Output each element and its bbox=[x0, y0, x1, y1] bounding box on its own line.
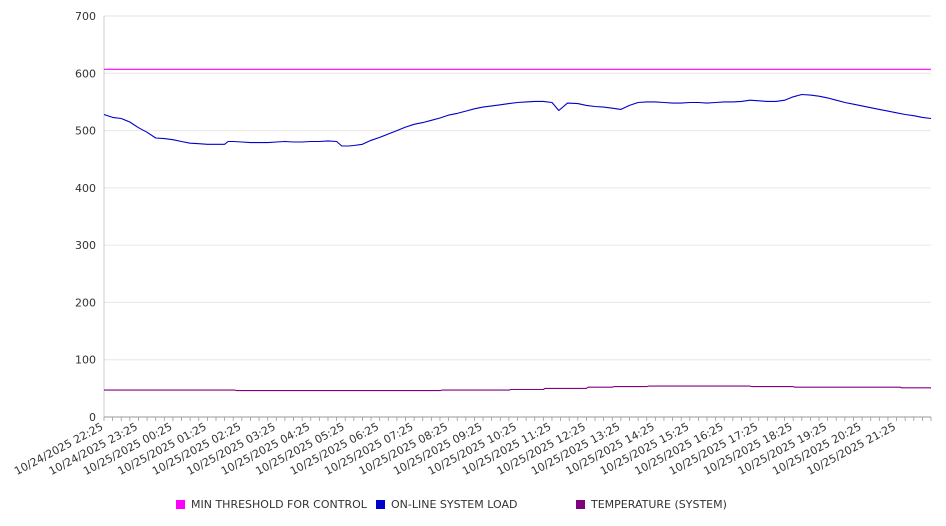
legend-swatch-min-threshold bbox=[176, 500, 185, 509]
legend-label-min-threshold: MIN THRESHOLD FOR CONTROL bbox=[191, 498, 367, 511]
y-tick-label: 500 bbox=[75, 125, 96, 138]
legend-item-min-threshold[interactable]: MIN THRESHOLD FOR CONTROL bbox=[176, 498, 367, 511]
y-axis-ticks: 0 100 200 300 400 500 600 700 bbox=[75, 10, 96, 424]
chart-series bbox=[103, 68, 932, 392]
y-tick-label: 0 bbox=[89, 411, 96, 424]
legend-label-temperature: TEMPERATURE (SYSTEM) bbox=[591, 498, 727, 511]
chart-legend: MIN THRESHOLD FOR CONTROL ON-LINE SYSTEM… bbox=[176, 498, 796, 514]
y-tick-label: 100 bbox=[75, 354, 96, 367]
y-tick-label: 400 bbox=[75, 182, 96, 195]
y-tick-label: 600 bbox=[75, 67, 96, 80]
y-tick-label: 300 bbox=[75, 239, 96, 252]
chart-axes bbox=[103, 16, 931, 418]
legend-label-system-load: ON-LINE SYSTEM LOAD bbox=[391, 498, 518, 511]
y-tick-label: 700 bbox=[75, 10, 96, 23]
legend-item-temperature[interactable]: TEMPERATURE (SYSTEM) bbox=[576, 498, 727, 511]
y-tick-label: 200 bbox=[75, 296, 96, 309]
series-system-load-line bbox=[103, 93, 932, 147]
legend-swatch-system-load bbox=[376, 500, 385, 509]
legend-item-system-load[interactable]: ON-LINE SYSTEM LOAD bbox=[376, 498, 517, 511]
chart-gridlines bbox=[104, 15, 931, 361]
legend-swatch-temperature bbox=[576, 500, 585, 509]
series-temperature-line bbox=[104, 385, 931, 392]
